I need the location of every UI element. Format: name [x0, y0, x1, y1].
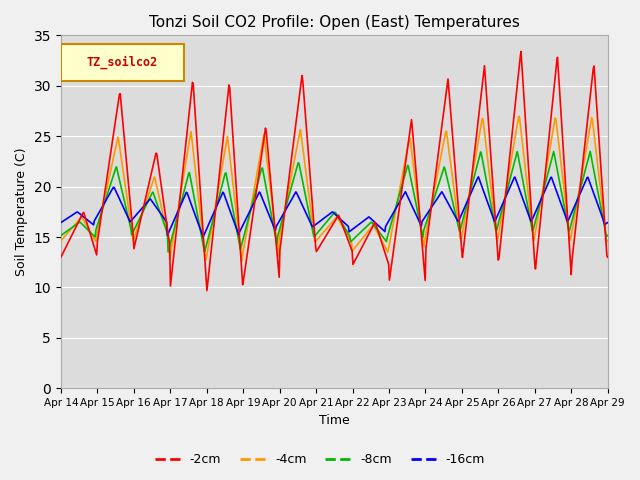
- FancyBboxPatch shape: [61, 44, 184, 81]
- X-axis label: Time: Time: [319, 414, 349, 427]
- Text: TZ_soilco2: TZ_soilco2: [86, 56, 158, 69]
- Title: Tonzi Soil CO2 Profile: Open (East) Temperatures: Tonzi Soil CO2 Profile: Open (East) Temp…: [149, 15, 520, 30]
- Y-axis label: Soil Temperature (C): Soil Temperature (C): [15, 147, 28, 276]
- Legend: -2cm, -4cm, -8cm, -16cm: -2cm, -4cm, -8cm, -16cm: [150, 448, 490, 471]
